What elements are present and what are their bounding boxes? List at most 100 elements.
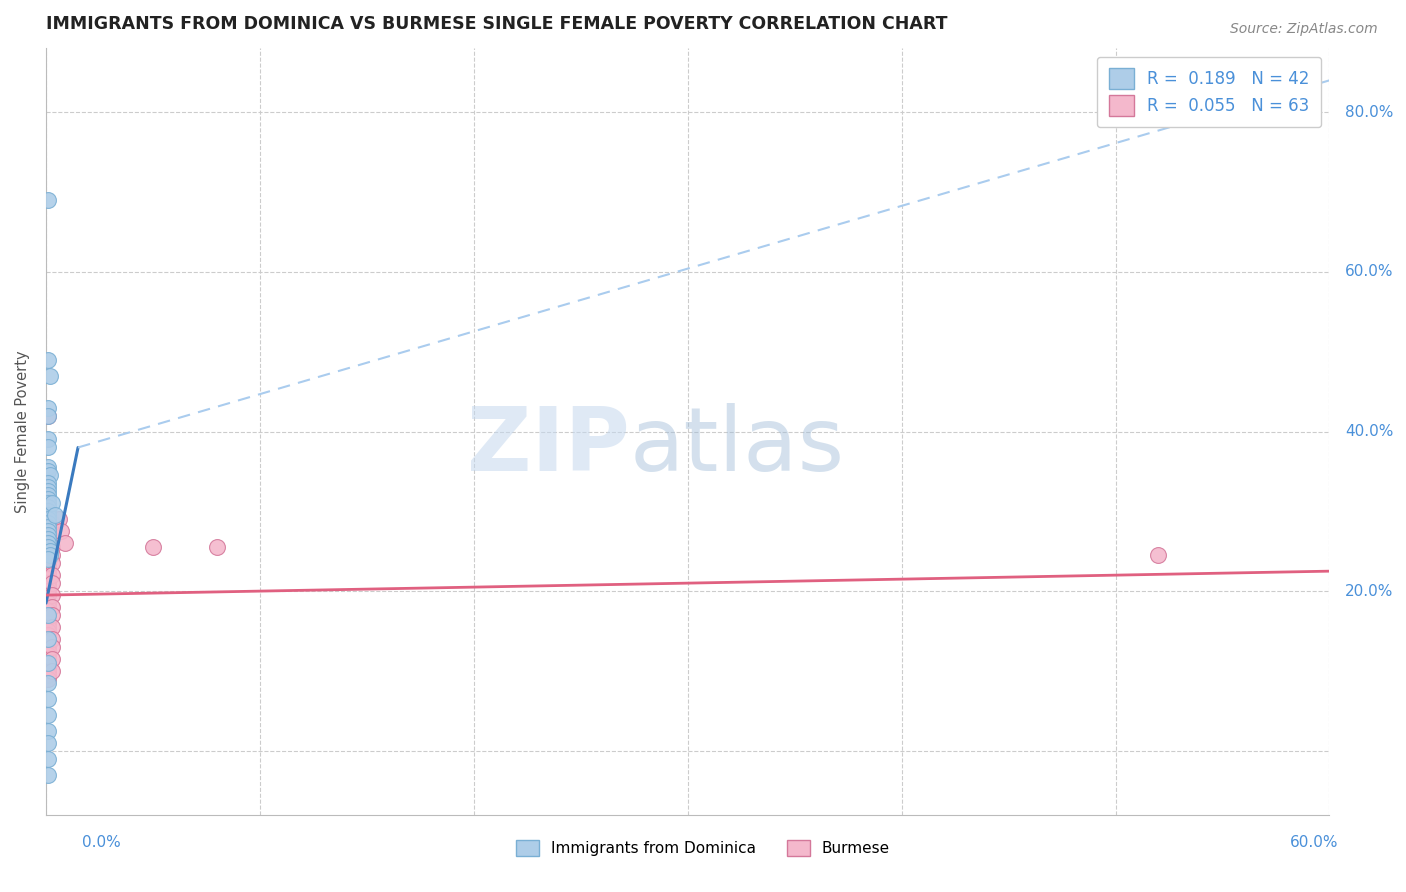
Point bbox=[37, 604, 59, 618]
Point bbox=[37, 460, 59, 475]
Point bbox=[41, 496, 63, 510]
Point bbox=[41, 556, 63, 570]
Point bbox=[37, 508, 59, 523]
Point bbox=[37, 640, 59, 654]
Point bbox=[37, 504, 59, 518]
Text: 60.0%: 60.0% bbox=[1291, 836, 1339, 850]
Point bbox=[37, 496, 59, 510]
Point bbox=[41, 516, 63, 531]
Point bbox=[39, 368, 62, 383]
Point bbox=[37, 516, 59, 531]
Point bbox=[37, 516, 59, 531]
Point bbox=[37, 736, 59, 750]
Point bbox=[41, 640, 63, 654]
Point bbox=[37, 723, 59, 738]
Point bbox=[37, 656, 59, 670]
Point bbox=[37, 508, 59, 523]
Point bbox=[37, 548, 59, 562]
Point bbox=[142, 540, 165, 554]
Point bbox=[37, 552, 59, 566]
Point bbox=[41, 652, 63, 666]
Point bbox=[37, 520, 59, 534]
Point bbox=[37, 556, 59, 570]
Point bbox=[37, 441, 59, 455]
Point bbox=[37, 512, 59, 526]
Point bbox=[37, 520, 59, 534]
Point bbox=[41, 588, 63, 602]
Point bbox=[37, 528, 59, 542]
Point bbox=[39, 468, 62, 483]
Point bbox=[37, 544, 59, 558]
Point bbox=[41, 568, 63, 582]
Text: 40.0%: 40.0% bbox=[1344, 424, 1393, 439]
Point bbox=[37, 552, 59, 566]
Point bbox=[37, 644, 59, 658]
Point bbox=[37, 536, 59, 550]
Point bbox=[37, 540, 59, 554]
Text: Source: ZipAtlas.com: Source: ZipAtlas.com bbox=[1230, 22, 1378, 37]
Point bbox=[37, 707, 59, 722]
Point bbox=[37, 580, 59, 594]
Point bbox=[41, 576, 63, 591]
Point bbox=[39, 548, 62, 562]
Point bbox=[37, 528, 59, 542]
Point bbox=[37, 480, 59, 494]
Point bbox=[37, 572, 59, 586]
Point bbox=[37, 560, 59, 574]
Point bbox=[41, 632, 63, 646]
Point bbox=[37, 504, 59, 518]
Point bbox=[37, 409, 59, 423]
Point bbox=[37, 608, 59, 623]
Point bbox=[37, 648, 59, 662]
Text: ZIP: ZIP bbox=[467, 403, 630, 491]
Point bbox=[37, 672, 59, 686]
Point bbox=[37, 576, 59, 591]
Point bbox=[37, 484, 59, 499]
Point bbox=[37, 660, 59, 674]
Point bbox=[41, 664, 63, 678]
Point bbox=[37, 588, 59, 602]
Point bbox=[37, 536, 59, 550]
Point bbox=[41, 608, 63, 623]
Point bbox=[37, 492, 59, 507]
Point bbox=[37, 615, 59, 630]
Point bbox=[37, 352, 59, 367]
Point bbox=[48, 512, 70, 526]
Point bbox=[37, 608, 59, 623]
Legend: R =  0.189   N = 42, R =  0.055   N = 63: R = 0.189 N = 42, R = 0.055 N = 63 bbox=[1097, 57, 1322, 128]
Point bbox=[41, 600, 63, 615]
Point bbox=[37, 596, 59, 610]
Text: 20.0%: 20.0% bbox=[1344, 583, 1393, 599]
Point bbox=[37, 533, 59, 547]
Point bbox=[37, 612, 59, 626]
Point bbox=[37, 656, 59, 670]
Point bbox=[44, 508, 66, 523]
Point bbox=[37, 533, 59, 547]
Point bbox=[37, 433, 59, 447]
Point bbox=[37, 664, 59, 678]
Point bbox=[41, 528, 63, 542]
Point bbox=[37, 624, 59, 638]
Point bbox=[37, 668, 59, 682]
Point bbox=[37, 691, 59, 706]
Y-axis label: Single Female Poverty: Single Female Poverty bbox=[15, 351, 30, 513]
Point bbox=[37, 632, 59, 646]
Point bbox=[37, 568, 59, 582]
Point bbox=[41, 548, 63, 562]
Point bbox=[205, 540, 228, 554]
Point bbox=[53, 536, 76, 550]
Point bbox=[37, 628, 59, 642]
Text: IMMIGRANTS FROM DOMINICA VS BURMESE SINGLE FEMALE POVERTY CORRELATION CHART: IMMIGRANTS FROM DOMINICA VS BURMESE SING… bbox=[46, 15, 948, 33]
Point bbox=[37, 476, 59, 491]
Point bbox=[37, 632, 59, 646]
Point bbox=[37, 752, 59, 766]
Text: 60.0%: 60.0% bbox=[1344, 264, 1393, 279]
Point bbox=[37, 620, 59, 634]
Point bbox=[37, 409, 59, 423]
Point bbox=[37, 564, 59, 578]
Point bbox=[41, 620, 63, 634]
Point bbox=[37, 540, 59, 554]
Point bbox=[37, 193, 59, 207]
Point bbox=[39, 544, 62, 558]
Point bbox=[37, 584, 59, 599]
